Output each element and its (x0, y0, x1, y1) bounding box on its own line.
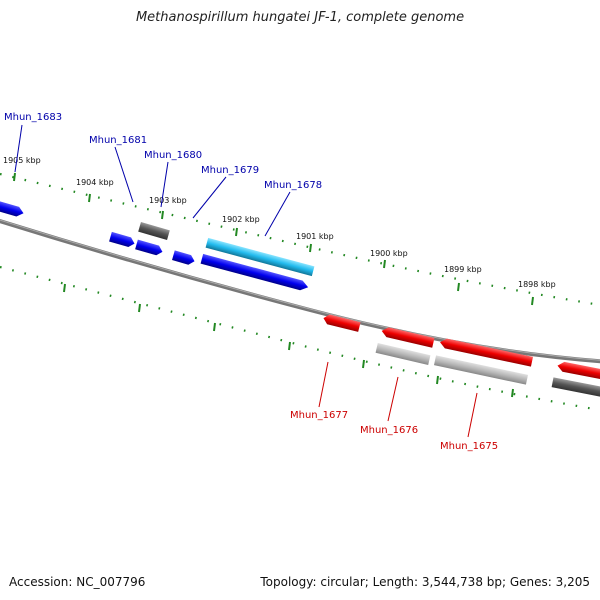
outer-tick-ring (0, 172, 600, 307)
major-tick (362, 359, 365, 369)
genome-backbone-highlight (0, 219, 600, 361)
major-tick (511, 388, 514, 398)
gene-arrow-mhun-1683[interactable] (0, 199, 25, 218)
leader-line-mhun-1679 (192, 176, 227, 219)
tick-label-1905: 1905 kbp (3, 156, 41, 165)
gene-arrow-mhun-1678-selected[interactable] (205, 237, 315, 277)
tick-label-1904: 1904 kbp (76, 178, 114, 187)
major-tick (88, 193, 91, 203)
leader-lines (14, 124, 478, 438)
gene-label-mhun-1675[interactable]: Mhun_1675 (440, 441, 498, 452)
forward-genes (0, 199, 315, 292)
tick-label-1903: 1903 kbp (149, 196, 187, 205)
gene-label-mhun-1681[interactable]: Mhun_1681 (89, 135, 147, 146)
gene-arrow-mhun-1680-b[interactable] (138, 222, 170, 240)
genome-backbone (0, 219, 600, 364)
leader-line-mhun-1675 (467, 392, 478, 438)
leader-line-mhun-1677 (318, 361, 329, 408)
major-tick (13, 172, 16, 182)
feature-right-edge-dark[interactable] (551, 377, 600, 399)
tick-label-1900: 1900 kbp (370, 249, 408, 258)
gene-label-mhun-1683[interactable]: Mhun_1683 (4, 112, 62, 123)
tick-label-1902: 1902 kbp (222, 215, 260, 224)
leader-line-mhun-1681 (114, 146, 134, 203)
leader-line-mhun-1680 (160, 161, 169, 208)
leader-line-mhun-1678 (264, 191, 291, 237)
inner-tick-ring (0, 265, 600, 412)
major-tick (63, 283, 66, 293)
gene-arrow-mhun-1677[interactable] (322, 313, 361, 332)
major-tick (436, 375, 439, 385)
major-tick (138, 303, 141, 313)
major-tick (235, 227, 238, 237)
gene-label-mhun-1677[interactable]: Mhun_1677 (290, 410, 348, 421)
feature-mhun-1675-light[interactable] (433, 355, 529, 385)
gene-arrow-mhun-1680-a[interactable] (135, 239, 164, 257)
gene-label-mhun-1680[interactable]: Mhun_1680 (144, 150, 202, 161)
gene-arrow-mhun-1676[interactable] (381, 326, 435, 348)
genome-summary-text: Topology: circular; Length: 3,544,738 bp… (260, 575, 590, 589)
leader-line-mhun-1683 (14, 124, 23, 173)
gene-arrow-mhun-1681[interactable] (109, 231, 136, 249)
gene-label-mhun-1678[interactable]: Mhun_1678 (264, 180, 322, 191)
major-tick (531, 296, 534, 306)
kbp-tick-labels: 1905 kbp 1904 kbp 1903 kbp 1902 kbp 1901… (3, 156, 556, 289)
tick-label-1901: 1901 kbp (296, 232, 334, 241)
leader-line-mhun-1676 (387, 376, 399, 422)
gene-label-mhun-1679[interactable]: Mhun_1679 (201, 165, 259, 176)
gene-arrow-right-edge[interactable] (557, 361, 600, 382)
gene-arrow-mhun-1675[interactable] (439, 337, 534, 367)
major-tick (457, 282, 460, 292)
major-tick (309, 243, 312, 253)
feature-mhun-1676-light[interactable] (375, 343, 431, 365)
tick-label-1899: 1899 kbp (444, 265, 482, 274)
accession-text: Accession: NC_007796 (9, 575, 146, 589)
reverse-genes (322, 313, 600, 399)
map-title: Methanospirillum hungatei JF-1, complete… (135, 10, 465, 25)
major-tick (383, 259, 386, 269)
gene-arrow-mhun-1678[interactable] (200, 253, 310, 292)
gene-labels: Mhun_1683 Mhun_1681 Mhun_1680 Mhun_1679 … (4, 112, 498, 452)
major-tick (288, 341, 291, 351)
gene-arrow-mhun-1679[interactable] (172, 250, 196, 266)
major-tick (161, 210, 164, 220)
tick-label-1898: 1898 kbp (518, 280, 556, 289)
gene-label-mhun-1676[interactable]: Mhun_1676 (360, 425, 418, 436)
major-tick (213, 322, 216, 332)
